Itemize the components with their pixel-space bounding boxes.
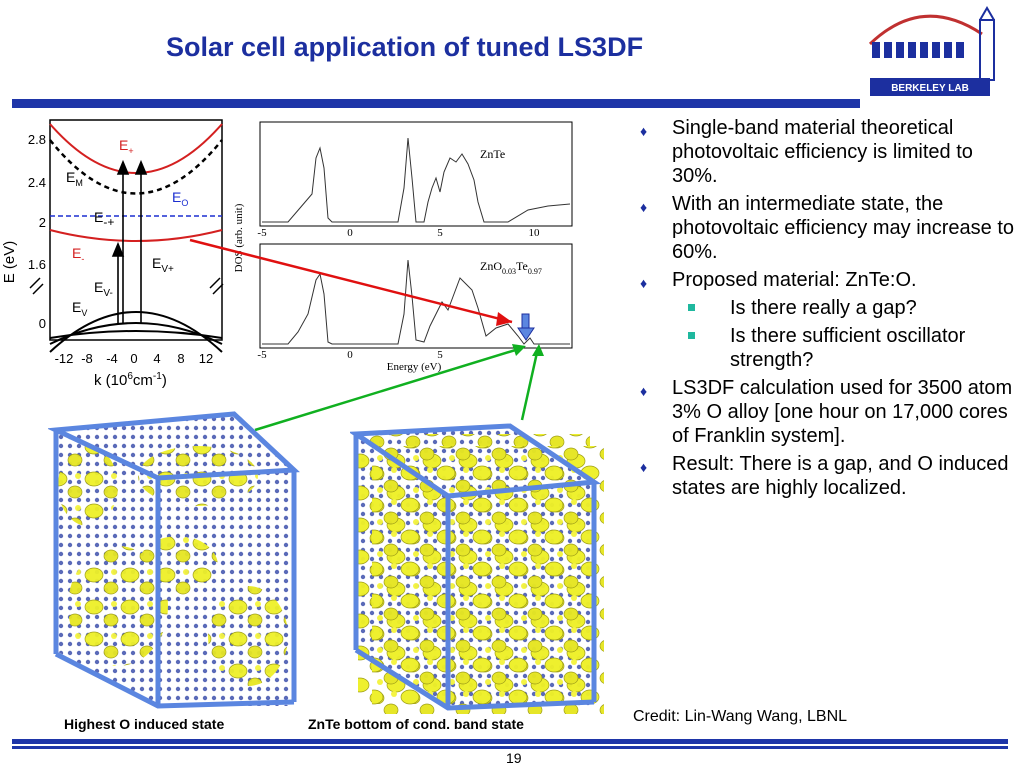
x-tick-label: -8 [81, 351, 93, 366]
diamond-bullet-icon: ♦ [640, 383, 648, 399]
dos-x-tick: -5 [257, 349, 267, 361]
top-divider-bar [12, 99, 860, 108]
isosurface-cube-left [48, 411, 300, 709]
y-axis-label: E (eV) [1, 241, 18, 284]
square-bullet-icon [688, 304, 695, 311]
bottom-divider-bar-thin [12, 746, 1008, 749]
diamond-bullet-icon: ♦ [640, 459, 648, 475]
x-tick-label: 4 [153, 351, 160, 366]
bullet-item: ♦ Proposed material: ZnTe:O. [640, 268, 1020, 292]
isosurface-cube-right [350, 423, 604, 714]
dos-top-panel-label: ZnTe [480, 147, 505, 161]
caption-right: ZnTe bottom of cond. band state [308, 716, 524, 732]
page-number: 19 [506, 750, 522, 766]
y-tick-label: 1.6 [28, 257, 46, 272]
label-e-v-plus: EV+ [152, 255, 174, 275]
x-tick-label: 12 [199, 351, 213, 366]
label-e-minus: E- [72, 245, 84, 264]
sub-bullet-item: Is there really a gap? [640, 296, 1020, 320]
dos-bottom-panel-label: ZnO0.03Te0.97 [480, 259, 542, 276]
y-tick-label: 0 [39, 316, 46, 331]
caption-left: Highest O induced state [64, 716, 225, 732]
slide-title: Solar cell application of tuned LS3DF [166, 32, 644, 62]
dos-x-tick: 5 [437, 227, 443, 239]
label-e-o: EO [172, 189, 188, 208]
bullet-item: ♦ Result: There is a gap, and O induced s… [640, 453, 1009, 499]
dos-x-tick: -5 [257, 227, 267, 239]
dos-y-axis-label: DOS (arb. unit) [233, 203, 245, 272]
x-tick-label: 8 [177, 351, 184, 366]
dos-x-tick: 5 [437, 349, 443, 361]
x-tick-label: -4 [106, 351, 118, 366]
label-e-v: EV [72, 299, 87, 318]
logo-text: BERKELEY LAB [891, 83, 969, 94]
dos-x-tick: 10 [529, 227, 541, 239]
dos-x-tick: 0 [347, 227, 353, 239]
bullet-item: ♦ Single-band material theoretical photov… [640, 117, 973, 187]
bottom-divider-bar [12, 739, 1008, 744]
diamond-bullet-icon: ♦ [640, 275, 648, 291]
y-tick-label: 2.4 [28, 175, 46, 190]
bullet-list: ♦ Single-band material theoretical photov… [640, 116, 1020, 504]
label-e-minus-plus: E-+ [94, 209, 114, 229]
x-tick-label: -12 [55, 351, 74, 366]
diamond-bullet-icon: ♦ [640, 199, 648, 215]
x-axis-label: k (106cm-1) [94, 371, 167, 389]
bullet-item: ♦ LS3DF calculation used for 3500 atom 3%… [640, 377, 1013, 447]
credit-text: Credit: Lin-Wang Wang, LBNL [633, 708, 848, 725]
berkeley-lab-logo: BERKELEY LAB [868, 6, 995, 96]
x-tick-label: 0 [130, 351, 137, 366]
label-e-v-minus: EV- [94, 279, 113, 299]
label-e-plus: E+ [119, 137, 134, 156]
diamond-bullet-icon: ♦ [640, 123, 648, 139]
square-bullet-icon [688, 332, 695, 339]
dos-plot: -5 0 5 10 -5 0 5 Energy (eV) DOS (arb. u… [233, 121, 573, 373]
dos-x-axis-label: Energy (eV) [387, 361, 442, 373]
y-tick-label: 2.8 [28, 132, 46, 147]
bullet-item: ♦ With an intermediate state, the photovo… [640, 193, 1015, 263]
sub-bullet-item: Is there sufficient oscillator strength? [640, 324, 1020, 372]
y-tick-label: 2 [39, 215, 46, 230]
dos-x-tick: 0 [347, 349, 353, 361]
label-e-m: EM [66, 169, 83, 188]
band-diagram: 2.8 2.4 2 1.6 0 E (eV) -12 -8 -4 0 4 8 1… [1, 119, 224, 389]
